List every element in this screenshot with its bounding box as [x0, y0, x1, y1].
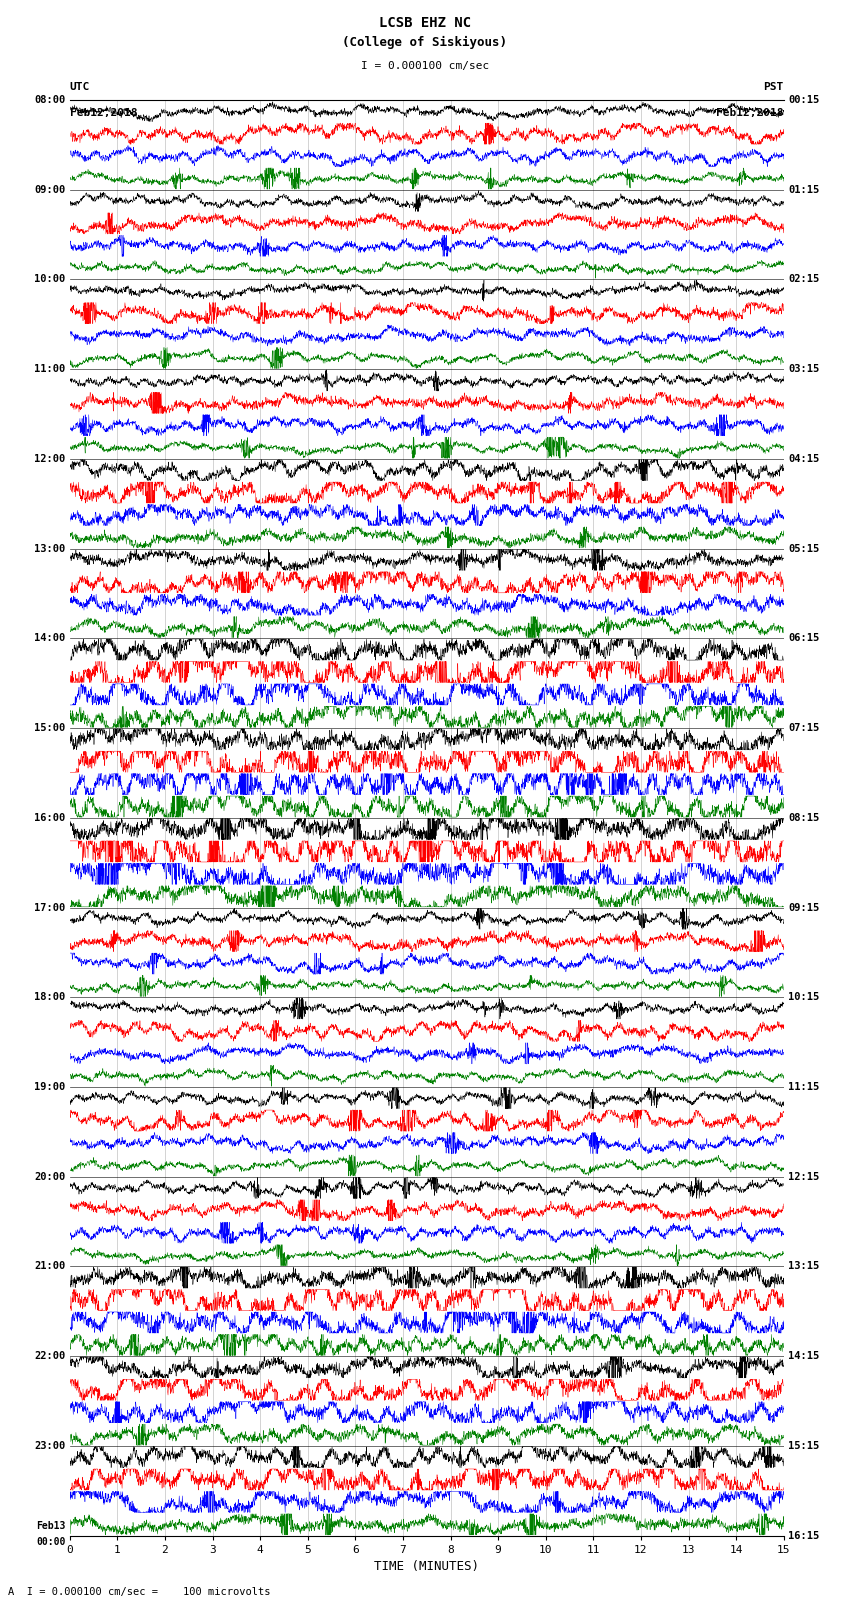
- Text: 09:00: 09:00: [34, 185, 65, 195]
- Text: 07:15: 07:15: [788, 723, 819, 732]
- X-axis label: TIME (MINUTES): TIME (MINUTES): [374, 1560, 479, 1573]
- Text: 21:00: 21:00: [34, 1261, 65, 1271]
- Text: (College of Siskiyous): (College of Siskiyous): [343, 35, 507, 48]
- Text: 13:15: 13:15: [788, 1261, 819, 1271]
- Text: 03:15: 03:15: [788, 365, 819, 374]
- Text: 12:00: 12:00: [34, 453, 65, 465]
- Text: 17:00: 17:00: [34, 903, 65, 913]
- Text: 16:00: 16:00: [34, 813, 65, 823]
- Text: 10:00: 10:00: [34, 274, 65, 284]
- Text: 02:15: 02:15: [788, 274, 819, 284]
- Text: A  I = 0.000100 cm/sec =    100 microvolts: A I = 0.000100 cm/sec = 100 microvolts: [8, 1587, 271, 1597]
- Text: 15:15: 15:15: [788, 1440, 819, 1450]
- Text: 20:00: 20:00: [34, 1171, 65, 1182]
- Text: 11:15: 11:15: [788, 1082, 819, 1092]
- Text: 00:15: 00:15: [788, 95, 819, 105]
- Text: 14:15: 14:15: [788, 1352, 819, 1361]
- Text: Feb12,2018: Feb12,2018: [717, 108, 784, 118]
- Text: 12:15: 12:15: [788, 1171, 819, 1182]
- Text: 00:00: 00:00: [36, 1537, 65, 1547]
- Text: 09:15: 09:15: [788, 903, 819, 913]
- Text: 16:15: 16:15: [788, 1531, 819, 1540]
- Text: 06:15: 06:15: [788, 634, 819, 644]
- Text: Feb13: Feb13: [36, 1521, 65, 1531]
- Text: Feb12,2018: Feb12,2018: [70, 108, 137, 118]
- Text: 13:00: 13:00: [34, 544, 65, 553]
- Text: 04:15: 04:15: [788, 453, 819, 465]
- Text: I = 0.000100 cm/sec: I = 0.000100 cm/sec: [361, 61, 489, 71]
- Text: 14:00: 14:00: [34, 634, 65, 644]
- Text: 05:15: 05:15: [788, 544, 819, 553]
- Text: 01:15: 01:15: [788, 185, 819, 195]
- Text: 08:00: 08:00: [34, 95, 65, 105]
- Text: 23:00: 23:00: [34, 1440, 65, 1450]
- Text: 11:00: 11:00: [34, 365, 65, 374]
- Text: 10:15: 10:15: [788, 992, 819, 1002]
- Text: UTC: UTC: [70, 82, 90, 92]
- Text: 19:00: 19:00: [34, 1082, 65, 1092]
- Text: PST: PST: [763, 82, 784, 92]
- Text: 15:00: 15:00: [34, 723, 65, 732]
- Text: 18:00: 18:00: [34, 992, 65, 1002]
- Text: LCSB EHZ NC: LCSB EHZ NC: [379, 16, 471, 31]
- Text: 08:15: 08:15: [788, 813, 819, 823]
- Text: 22:00: 22:00: [34, 1352, 65, 1361]
